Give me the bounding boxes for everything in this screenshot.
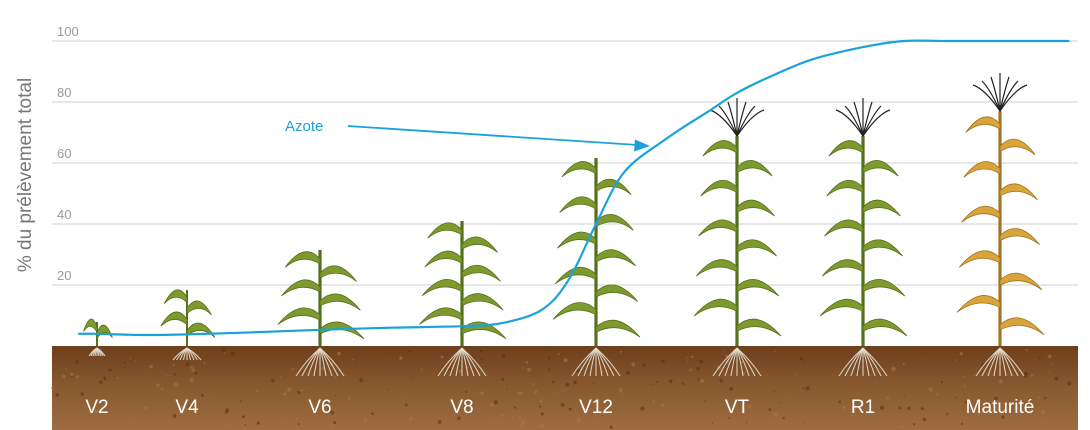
roots-R1: [838, 347, 888, 377]
y-axis-label: % du prélèvement total: [15, 78, 36, 272]
gridlines: [52, 40, 1078, 286]
stage-label-VT: VT: [725, 397, 750, 418]
stage-label-R1: R1: [851, 397, 875, 418]
plant-V12: [552, 158, 641, 346]
roots-V8: [437, 347, 487, 377]
stage-label-V2: V2: [85, 397, 108, 418]
corn-plants: [83, 73, 1045, 346]
y-tick-label: 100: [57, 24, 79, 39]
y-tick-label: 60: [57, 146, 71, 161]
plant-V2: [83, 318, 113, 346]
series-line-azote: [77, 39, 1070, 337]
plant-Maturité: [956, 73, 1045, 346]
stage-label-V8: V8: [450, 397, 473, 418]
roots-V6: [295, 347, 345, 377]
roots-V2: [88, 347, 106, 357]
roots-V12: [571, 347, 621, 377]
annotation-label: Azote: [285, 118, 323, 135]
series-layer: [77, 39, 1070, 337]
annotation-azote: Azote: [285, 118, 650, 152]
stage-label-V12: V12: [579, 397, 613, 418]
y-axis-ticks: 20 40 60 80 100: [57, 24, 79, 283]
y-tick-label: 80: [57, 85, 71, 100]
roots-V4: [172, 347, 202, 361]
plant-R1: [819, 98, 908, 346]
corn-roots: [88, 347, 1025, 377]
roots-Maturité: [975, 347, 1025, 377]
y-tick-label: 20: [57, 268, 71, 283]
soil-texture: [50, 348, 1072, 429]
stage-label-V4: V4: [175, 397, 199, 418]
plant-VT: [693, 98, 782, 346]
stage-labels: V2 V4 V6 V8 V12 VT R1 Maturité: [85, 397, 1034, 418]
stage-label-Maturité: Maturité: [966, 397, 1035, 418]
plant-V4: [160, 289, 216, 346]
stage-label-V6: V6: [308, 397, 331, 418]
roots-VT: [712, 347, 762, 377]
annotation-arrow: [347, 125, 639, 146]
y-tick-label: 40: [57, 207, 71, 222]
annotation-arrowhead: [634, 139, 650, 152]
